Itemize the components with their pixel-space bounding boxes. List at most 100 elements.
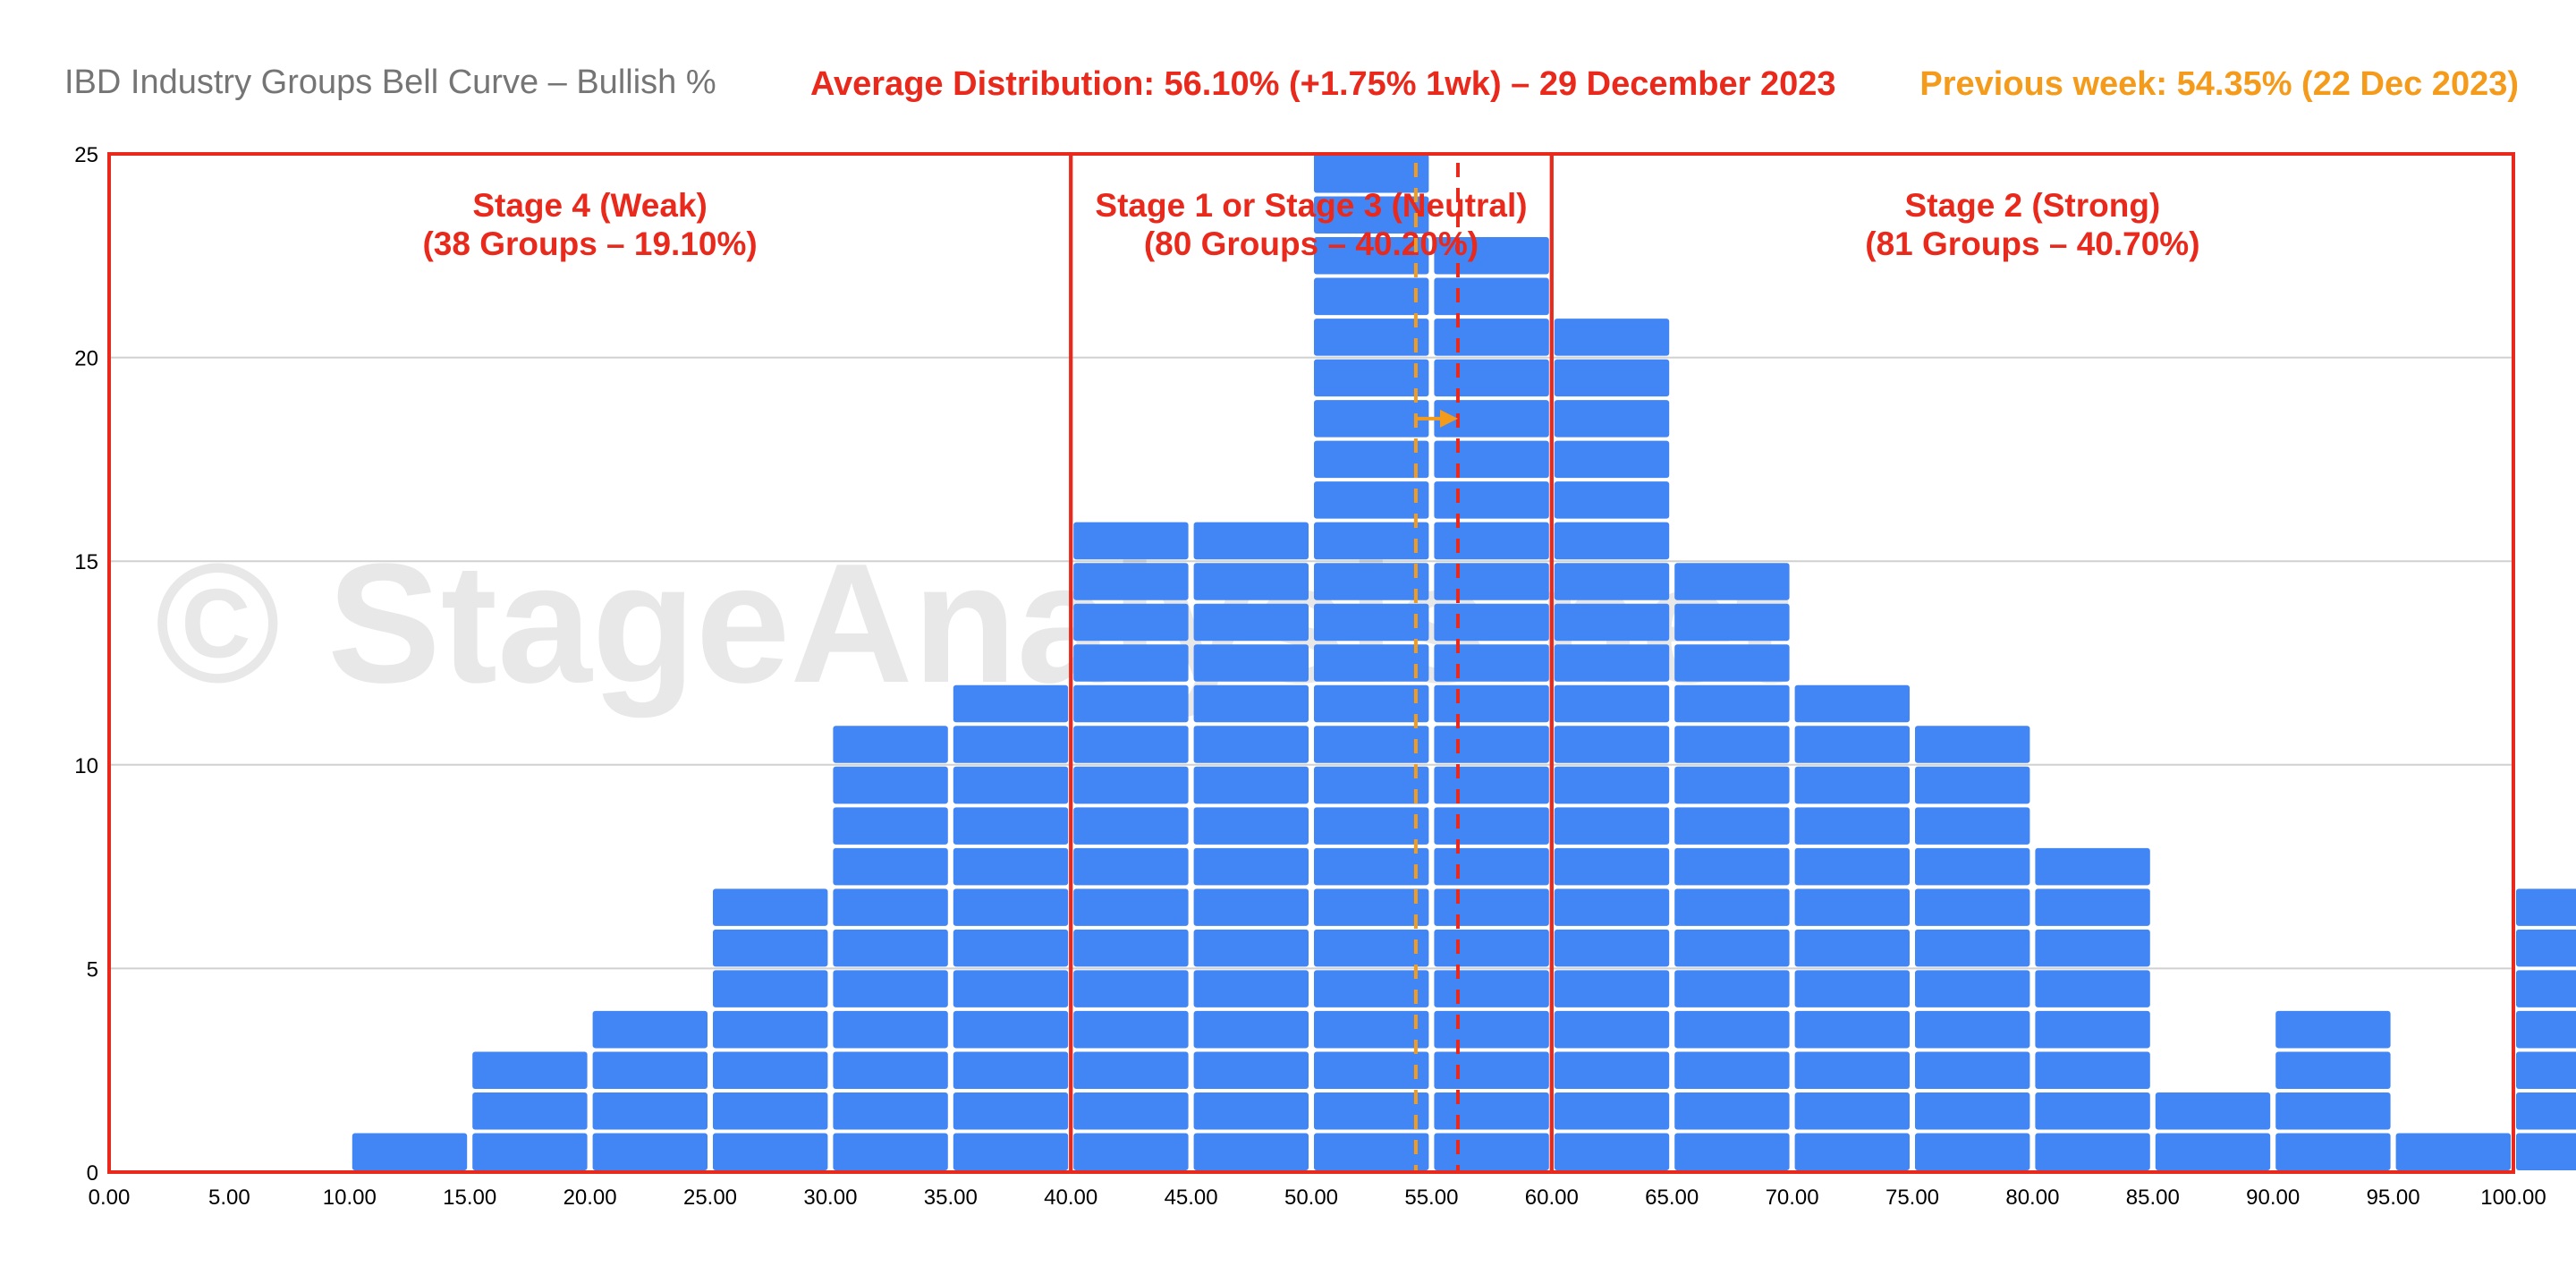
stage-zone-title: Stage 4 (Weak) xyxy=(472,187,708,224)
bar-unit-block xyxy=(1073,929,1189,967)
bar-unit-block xyxy=(713,1010,828,1049)
bar-unit-block xyxy=(1314,888,1429,926)
bar-unit-block xyxy=(1314,766,1429,804)
stage-zone-title: Stage 2 (Strong) xyxy=(1905,187,2161,224)
bar-unit-block xyxy=(1073,563,1189,600)
stage-zones: Stage 4 (Weak)(38 Groups – 19.10%) Stage … xyxy=(107,152,2515,1174)
bar-unit-block xyxy=(1314,644,1429,682)
stage-zone-count: (81 Groups – 40.70%) xyxy=(1865,225,2199,262)
bar-unit-block xyxy=(1674,603,1790,642)
bar-unit-block xyxy=(713,1133,828,1170)
bar-unit-block xyxy=(1554,319,1670,356)
bar-unit-block xyxy=(1434,277,1549,316)
bar-unit-block xyxy=(1434,847,1549,886)
x-tick-label: 45.00 xyxy=(1165,1186,1218,1210)
bar-unit-block xyxy=(1073,970,1189,1007)
x-tick-label: 65.00 xyxy=(1645,1186,1699,1210)
bar-unit-block xyxy=(1073,644,1189,682)
y-tick-label: 15 xyxy=(74,550,98,574)
histogram-bar xyxy=(472,1051,588,1170)
bar-unit-block xyxy=(953,807,1069,845)
bar-unit-block xyxy=(1193,644,1309,682)
bar-unit-block xyxy=(1674,644,1790,682)
bar-unit-block xyxy=(2516,1051,2576,1089)
bar-unit-block xyxy=(1314,154,1429,193)
histogram-bar xyxy=(2516,888,2576,1170)
bar-unit-block xyxy=(833,888,948,926)
bar-unit-block xyxy=(1193,684,1309,723)
bar-unit-block xyxy=(953,766,1069,804)
bar-unit-block xyxy=(833,970,948,1007)
bar-unit-block xyxy=(1434,888,1549,926)
bar-unit-block xyxy=(1434,644,1549,682)
bar-unit-block xyxy=(1554,726,1670,763)
x-tick-label: 20.00 xyxy=(564,1186,617,1210)
bar-unit-block xyxy=(2155,1133,2271,1170)
bar-unit-block xyxy=(1314,1051,1429,1089)
bar-unit-block xyxy=(1073,522,1189,560)
bar-unit-block xyxy=(1434,929,1549,967)
axes: 0 5 10 15 20 25 0.00 5.00 10.00 15.00 20.00 25.00 30… xyxy=(74,143,2546,1210)
bar-unit-block xyxy=(1073,1092,1189,1130)
bar-unit-block xyxy=(953,1051,1069,1089)
bar-unit-block xyxy=(1434,766,1549,804)
bar-unit-block xyxy=(1434,1133,1549,1170)
bar-unit-block xyxy=(1554,522,1670,560)
bar-unit-block xyxy=(1794,766,1910,804)
bar-unit-block xyxy=(1193,563,1309,600)
bar-unit-block xyxy=(833,847,948,886)
bar-unit-block xyxy=(2516,929,2576,967)
bar-unit-block xyxy=(1794,970,1910,1007)
bar-unit-block xyxy=(592,1010,708,1049)
bars xyxy=(352,154,2576,1170)
bar-unit-block xyxy=(1193,766,1309,804)
histogram-bar xyxy=(1314,154,1429,1170)
histogram-bar xyxy=(1554,319,1670,1170)
bar-unit-block xyxy=(1073,847,1189,886)
bar-unit-block xyxy=(2035,1133,2150,1170)
bar-unit-block xyxy=(592,1133,708,1170)
bar-unit-block xyxy=(1794,1051,1910,1089)
bar-unit-block xyxy=(713,1051,828,1089)
bar-unit-block xyxy=(1915,726,2030,763)
bar-unit-block xyxy=(1554,359,1670,397)
bar-unit-block xyxy=(1193,1133,1309,1170)
bar-unit-block xyxy=(1434,726,1549,763)
bar-unit-block xyxy=(1794,847,1910,886)
bar-unit-block xyxy=(1314,481,1429,519)
bar-unit-block xyxy=(833,1010,948,1049)
bar-unit-block xyxy=(1554,766,1670,804)
x-tick-label: 50.00 xyxy=(1284,1186,1338,1210)
bar-unit-block xyxy=(2035,1010,2150,1049)
bar-unit-block xyxy=(1314,319,1429,356)
bar-unit-block xyxy=(833,766,948,804)
x-tick-label: 40.00 xyxy=(1044,1186,1097,1210)
bar-unit-block xyxy=(2035,847,2150,886)
histogram-bar xyxy=(1193,522,1309,1170)
x-tick-label: 60.00 xyxy=(1525,1186,1579,1210)
bar-unit-block xyxy=(1915,888,2030,926)
stage-zone-title: Stage 1 or Stage 3 (Neutral) xyxy=(1095,187,1527,224)
bar-unit-block xyxy=(2516,1010,2576,1049)
bar-unit-block xyxy=(2155,1092,2271,1130)
bar-unit-block xyxy=(1314,807,1429,845)
bar-unit-block xyxy=(1314,684,1429,723)
y-tick-label: 25 xyxy=(74,143,98,167)
bar-unit-block xyxy=(1314,1010,1429,1049)
x-tick-label: 70.00 xyxy=(1766,1186,1819,1210)
bar-unit-block xyxy=(2035,1092,2150,1130)
bar-unit-block xyxy=(1674,1010,1790,1049)
bar-unit-block xyxy=(1314,1092,1429,1130)
y-tick-label: 10 xyxy=(74,754,98,778)
y-tick-label: 0 xyxy=(87,1161,98,1186)
bar-unit-block xyxy=(1314,237,1429,275)
bar-unit-block xyxy=(2035,888,2150,926)
bar-unit-block xyxy=(1674,807,1790,845)
bar-unit-block xyxy=(1915,847,2030,886)
x-tick-label: 0.00 xyxy=(89,1186,131,1210)
bar-unit-block xyxy=(1674,929,1790,967)
x-tick-label: 25.00 xyxy=(683,1186,737,1210)
bar-unit-block xyxy=(1554,1010,1670,1049)
bar-unit-block xyxy=(1434,481,1549,519)
